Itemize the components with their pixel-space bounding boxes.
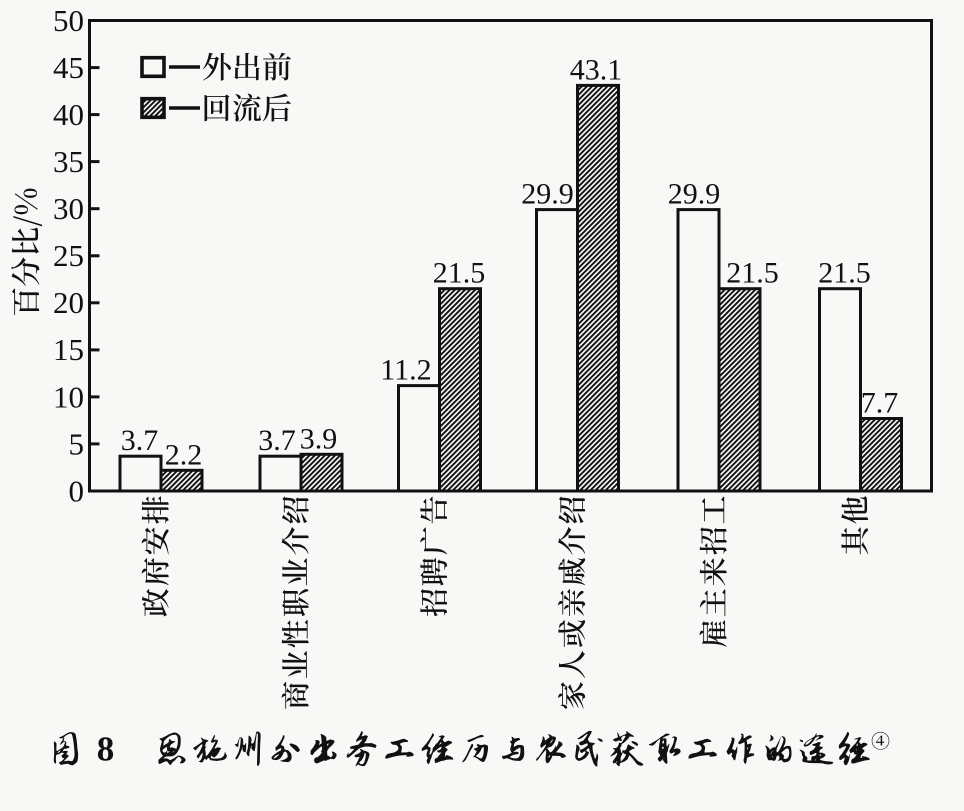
svg-text:0: 0: [69, 473, 85, 508]
svg-text:3.9: 3.9: [300, 422, 338, 455]
svg-text:45: 45: [53, 50, 84, 85]
svg-text:10: 10: [53, 379, 84, 414]
svg-text:25: 25: [53, 238, 84, 273]
svg-text:30: 30: [53, 191, 84, 226]
svg-text:15: 15: [53, 332, 84, 367]
svg-text:3.7: 3.7: [121, 424, 159, 457]
svg-text:29.9: 29.9: [521, 178, 574, 211]
svg-text:2.2: 2.2: [165, 438, 203, 471]
svg-text:21.5: 21.5: [433, 257, 486, 290]
svg-text:11.2: 11.2: [380, 354, 431, 387]
svg-text:20: 20: [53, 285, 84, 320]
svg-text:43.1: 43.1: [570, 53, 623, 86]
svg-text:21.5: 21.5: [818, 257, 871, 290]
svg-text:5: 5: [69, 426, 85, 461]
svg-text:35: 35: [53, 144, 84, 179]
svg-text:50: 50: [53, 3, 84, 38]
svg-text:3.7: 3.7: [258, 424, 296, 457]
svg-text:7.7: 7.7: [861, 387, 899, 420]
svg-text:21.5: 21.5: [726, 257, 779, 290]
svg-text:29.9: 29.9: [668, 178, 721, 211]
svg-text:8: 8: [97, 730, 115, 769]
svg-text:40: 40: [53, 97, 84, 132]
